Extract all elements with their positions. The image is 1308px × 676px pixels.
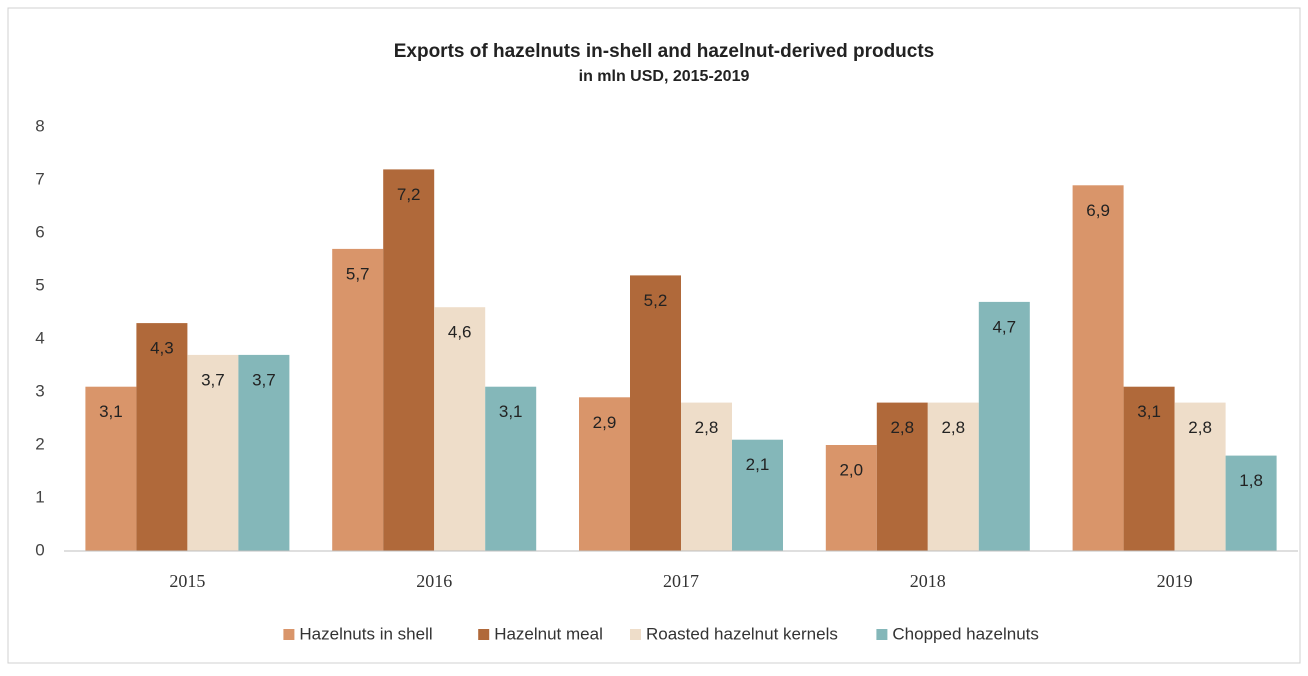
y-tick-label: 2 — [35, 434, 44, 453]
data-label: 6,9 — [1086, 201, 1110, 220]
bar — [825, 445, 877, 551]
bar — [732, 439, 783, 551]
data-label: 2,8 — [695, 418, 719, 437]
x-tick-label: 2018 — [910, 571, 946, 591]
legend-label: Hazelnut meal — [494, 624, 603, 643]
bar — [630, 275, 681, 551]
y-tick-label: 5 — [35, 275, 44, 294]
data-label: 2,8 — [941, 418, 965, 437]
y-tick-label: 4 — [35, 328, 44, 347]
bar — [383, 169, 435, 551]
legend-label: Chopped hazelnuts — [892, 624, 1039, 643]
data-label: 4,6 — [448, 323, 472, 342]
data-label: 3,1 — [1137, 402, 1161, 421]
data-label: 3,1 — [99, 402, 123, 421]
x-tick-label: 2016 — [416, 571, 452, 591]
data-label: 4,7 — [992, 317, 1016, 336]
bar — [136, 323, 188, 551]
x-tick-label: 2019 — [1157, 571, 1193, 591]
data-label: 2,8 — [1188, 418, 1212, 437]
bar — [927, 402, 979, 551]
bar — [1174, 402, 1226, 551]
data-label: 3,1 — [499, 402, 523, 421]
bar — [1123, 386, 1175, 551]
y-tick-label: 7 — [35, 169, 44, 188]
bar — [332, 248, 384, 551]
data-label: 2,0 — [839, 460, 863, 479]
data-label: 5,7 — [346, 264, 370, 283]
legend-swatch — [630, 629, 641, 640]
data-label: 4,3 — [150, 339, 174, 358]
bar — [187, 354, 239, 551]
bar — [238, 354, 290, 551]
chart-title: Exports of hazelnuts in-shell and hazeln… — [394, 41, 935, 62]
x-tick-label: 2015 — [169, 571, 205, 591]
data-label: 3,7 — [252, 370, 276, 389]
legend-swatch — [876, 629, 888, 640]
y-tick-label: 8 — [35, 116, 44, 135]
legend-label: Hazelnuts in shell — [299, 624, 432, 643]
bar — [876, 402, 928, 551]
data-label: 2,9 — [593, 413, 617, 432]
data-label: 7,2 — [397, 185, 421, 204]
bar — [1225, 455, 1277, 551]
y-tick-label: 0 — [35, 540, 44, 559]
legend-swatch — [478, 629, 490, 640]
bar — [681, 402, 732, 551]
legend-label: Roasted hazelnut kernels — [646, 624, 838, 643]
legend-swatch — [283, 629, 295, 640]
bar — [978, 301, 1030, 551]
chart-subtitle: in mln USD, 2015-2019 — [579, 68, 750, 85]
data-label: 2,1 — [746, 455, 770, 474]
data-label: 2,8 — [890, 418, 914, 437]
y-tick-label: 1 — [35, 487, 44, 506]
x-tick-label: 2017 — [663, 571, 699, 591]
data-label: 5,2 — [644, 291, 668, 310]
data-label: 1,8 — [1239, 471, 1263, 490]
bar — [485, 386, 537, 551]
bar — [579, 397, 630, 551]
y-tick-label: 3 — [35, 381, 44, 400]
bar — [85, 386, 137, 551]
bar — [434, 307, 486, 551]
data-label: 3,7 — [201, 370, 225, 389]
y-tick-label: 6 — [35, 222, 44, 241]
bar — [1072, 185, 1124, 552]
